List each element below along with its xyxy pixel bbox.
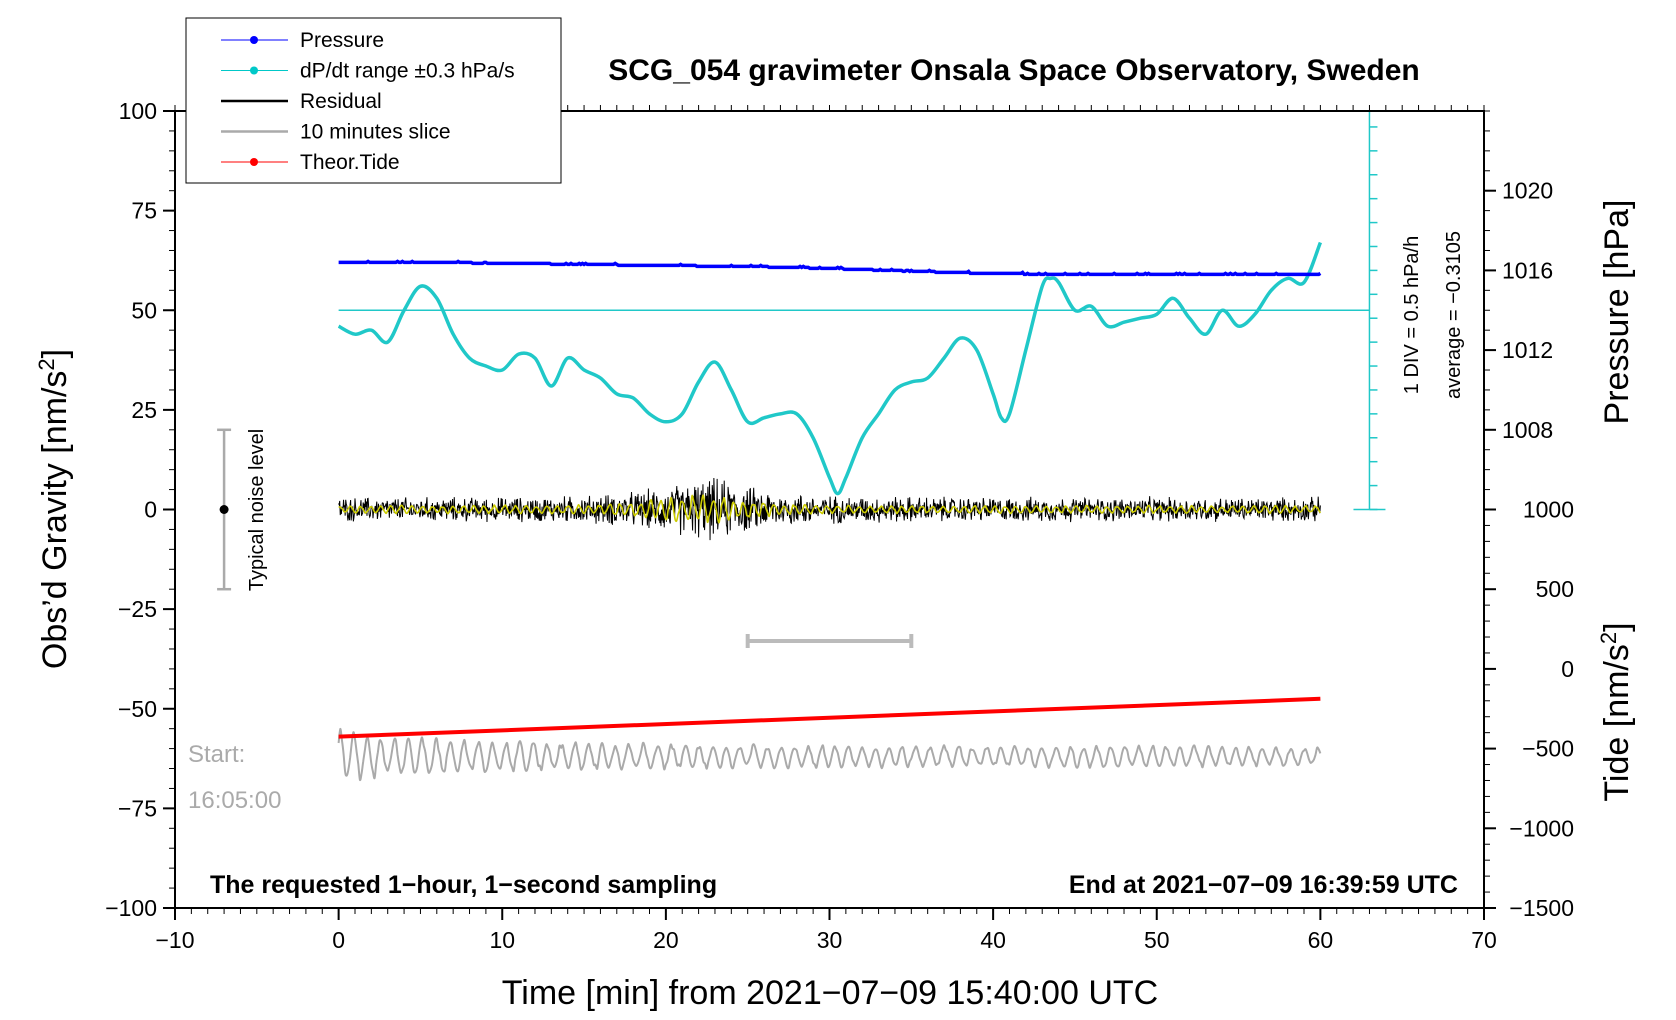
tide-series-line	[338, 696, 1321, 739]
tide-tick-label-4: −1000	[1509, 815, 1574, 841]
pressure-average-label: average = −0.3105	[1443, 231, 1465, 399]
dpdt-series-line	[337, 241, 1323, 496]
annotation-bottom-right: End at 2021−07−09 16:39:59 UTC	[1069, 871, 1458, 899]
y-axis-left-title: Obs’d Gravity [nm/s2]	[34, 349, 74, 669]
x-tick-label-2: 10	[489, 927, 515, 953]
filtered-series-line	[338, 494, 1322, 524]
y-axis-tide-title-sup: 2	[1596, 632, 1621, 644]
chart-title: SCG_054 gravimeter Onsala Space Observat…	[608, 54, 1420, 87]
pressure-scale-label: 1 DIV = 0.5 hPa/h	[1401, 236, 1423, 394]
legend-swatch-marker-0	[250, 36, 258, 44]
y-axis-left-title-sup: 2	[34, 358, 59, 370]
x-tick-label-8: 70	[1471, 927, 1497, 953]
x-tick-label-3: 20	[653, 927, 679, 953]
tide-tick-label-5: −1500	[1509, 895, 1574, 921]
x-tick-label-5: 40	[980, 927, 1006, 953]
legend-label-3: 10 minutes slice	[300, 121, 451, 144]
x-tick-label-6: 50	[1144, 927, 1170, 953]
x-tick-label-1: 0	[332, 927, 345, 953]
slice-series-line	[337, 727, 1322, 782]
pressure-series-line	[338, 259, 1322, 277]
y-left-tick-label-8: −100	[105, 895, 157, 921]
legend-label-1: dP/dt range ±0.3 hPa/s	[300, 60, 515, 83]
pressure-tick-label-2: 1012	[1502, 337, 1553, 363]
legend-label-2: Residual	[300, 90, 382, 113]
noise-level-label: Typical noise level	[246, 429, 268, 591]
residual-series-line	[338, 477, 1321, 541]
pressure-tick-label-3: 1008	[1502, 417, 1553, 443]
legend-label-4: Theor.Tide	[300, 151, 400, 174]
y-left-tick-label-3: 25	[131, 397, 157, 423]
y-axis-left-title-main: Obs’d Gravity [nm/s	[36, 371, 74, 670]
start-label: Start:	[188, 741, 245, 768]
start-time: 16:05:00	[188, 787, 281, 814]
y-left-tick-label-7: −75	[118, 795, 157, 821]
pressure-tick-label-0: 1020	[1502, 178, 1553, 204]
y-left-tick-label-1: 75	[131, 198, 157, 224]
y-axis-pressure-title: Pressure [hPa]	[1598, 200, 1636, 425]
y-axis-left-title-close: ]	[36, 349, 74, 358]
x-tick-label-7: 60	[1308, 927, 1334, 953]
y-axis-tide-title-main: Tide [nm/s	[1598, 644, 1636, 801]
legend: Pressure dP/dt range ±0.3 hPa/s Residual 10…	[185, 17, 562, 184]
y-axis-tide-title: Tide [nm/s2]	[1596, 622, 1636, 801]
legend-swatch-marker-1	[250, 66, 258, 75]
tide-tick-label-3: −500	[1522, 736, 1574, 762]
x-tick-label-4: 30	[817, 927, 843, 953]
y-left-tick-label-4: 0	[144, 497, 157, 523]
annotation-bottom-left: The requested 1−hour, 1−second sampling	[210, 871, 717, 899]
y-left-tick-label-2: 50	[131, 297, 157, 323]
y-left-tick-label-0: 100	[119, 98, 157, 124]
legend-label-0: Pressure	[300, 29, 384, 52]
tide-tick-label-1: 500	[1536, 576, 1574, 602]
legend-swatch-marker-4	[250, 158, 258, 166]
pressure-tick-label-1: 1016	[1502, 257, 1553, 283]
x-axis-title: Time [min] from 2021−07−09 15:40:00 UTC	[502, 974, 1158, 1012]
y-left-tick-label-6: −50	[118, 696, 157, 722]
noise-bar-dot	[219, 505, 229, 514]
y-left-tick-label-5: −25	[118, 596, 157, 622]
x-tick-label-0: −10	[155, 927, 194, 953]
tide-tick-label-2: 0	[1561, 656, 1574, 682]
tide-tick-label-0: 1000	[1523, 497, 1574, 523]
y-axis-tide-title-close: ]	[1598, 622, 1636, 631]
